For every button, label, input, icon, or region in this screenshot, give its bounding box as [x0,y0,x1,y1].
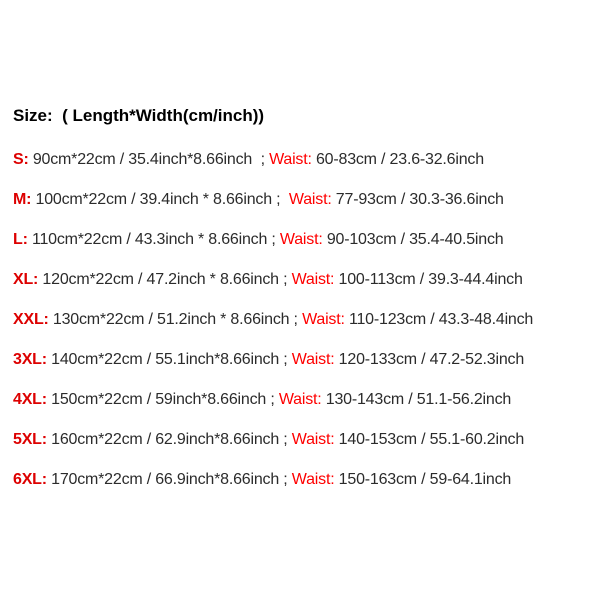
size-label: XL: [13,271,39,288]
waist-value: 120-133cm / 47.2-52.3inch [334,351,525,368]
waist-value: 150-163cm / 59-64.1inch [334,471,512,488]
waist-value: 100-113cm / 39.3-44.4inch [334,271,523,288]
measurements-text: 160cm*22cm / 62.9inch*8.66inch ; [46,431,292,448]
measurements-text: 110cm*22cm / 43.3inch * 8.66inch ; [27,231,280,248]
size-row-l: L: 110cm*22cm / 43.3inch * 8.66inch ; Wa… [13,230,596,250]
size-row-3xl: 3XL: 140cm*22cm / 55.1inch*8.66inch ; Wa… [13,350,596,370]
waist-value: 140-153cm / 55.1-60.2inch [334,431,525,448]
waist-label: Waist: [291,471,335,488]
size-row-xl: XL: 120cm*22cm / 47.2inch * 8.66inch ; W… [13,270,596,290]
size-row-6xl: 6XL: 170cm*22cm / 66.9inch*8.66inch ; Wa… [13,470,596,490]
waist-value: 130-143cm / 51.1-56.2inch [321,391,512,408]
size-label: 3XL: [13,351,47,368]
size-chart: Size: ( Length*Width(cm/inch)) S: 90cm*2… [13,106,596,510]
size-label: L: [13,231,28,248]
waist-label: Waist: [278,391,322,408]
measurements-text: 140cm*22cm / 55.1inch*8.66inch ; [46,351,292,368]
measurements-text: 120cm*22cm / 47.2inch * 8.66inch ; [38,271,292,288]
size-label: 6XL: [13,471,47,488]
waist-label: Waist: [291,431,335,448]
waist-label: Waist: [279,231,323,248]
waist-value: 77-93cm / 30.3-36.6inch [331,191,504,208]
size-label: 4XL: [13,391,47,408]
size-chart-title: Size: ( Length*Width(cm/inch)) [13,106,265,125]
size-label: S: [13,151,29,168]
waist-label: Waist: [291,351,335,368]
size-label: 5XL: [13,431,47,448]
waist-label: Waist: [291,271,335,288]
size-label: M: [13,191,32,208]
waist-value: 60-83cm / 23.6-32.6inch [311,151,484,168]
waist-label: Waist: [302,311,345,328]
waist-label: Waist: [269,151,312,168]
measurements-text: 130cm*22cm / 51.2inch * 8.66inch ; [48,311,303,328]
size-row-m: M: 100cm*22cm / 39.4inch * 8.66inch ; Wa… [13,190,596,210]
measurements-text: 150cm*22cm / 59inch*8.66inch ; [46,391,279,408]
waist-value: 110-123cm / 43.3-48.4inch [344,311,534,328]
measurements-text: 90cm*22cm / 35.4inch*8.66inch ; [28,151,270,168]
size-label: XXL: [13,311,49,328]
size-row-5xl: 5XL: 160cm*22cm / 62.9inch*8.66inch ; Wa… [13,430,596,450]
size-row-xxl: XXL: 130cm*22cm / 51.2inch * 8.66inch ; … [13,310,596,330]
size-row-s: S: 90cm*22cm / 35.4inch*8.66inch ; Waist… [13,150,596,170]
size-row-4xl: 4XL: 150cm*22cm / 59inch*8.66inch ; Wais… [13,390,596,410]
measurements-text: 170cm*22cm / 66.9inch*8.66inch ; [46,471,292,488]
measurements-text: 100cm*22cm / 39.4inch * 8.66inch ; [31,191,289,208]
waist-label: Waist: [288,191,332,208]
waist-value: 90-103cm / 35.4-40.5inch [322,231,504,248]
